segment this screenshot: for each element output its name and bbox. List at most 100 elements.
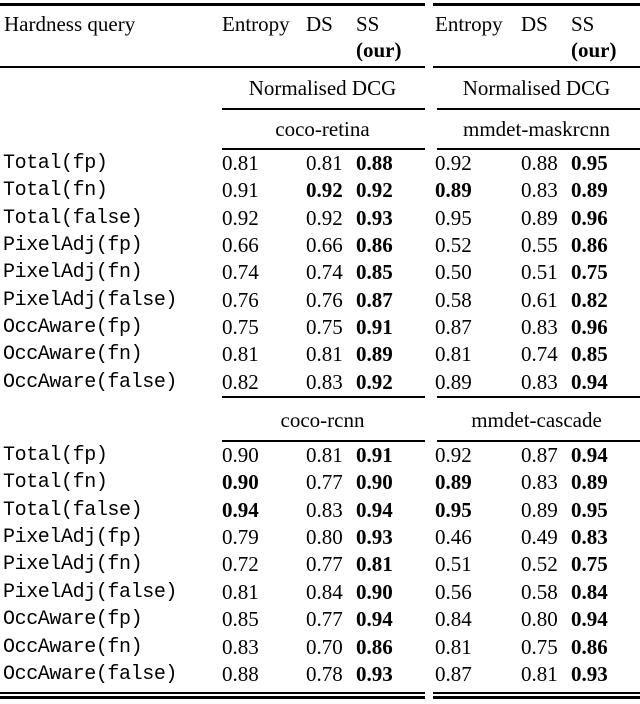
value-cell: 0.96: [571, 205, 608, 230]
value-cell: 0.83: [222, 634, 259, 659]
value-cell: 0.93: [356, 525, 393, 550]
table-row: PixelAdj(fp) 0.66 0.66 0.86 0.52 0.55 0.…: [0, 232, 640, 259]
dataset-header-row: coco-rcnn mmdet-cascade: [0, 398, 640, 440]
value-cell: 0.75: [306, 315, 343, 340]
value-cell: 0.90: [222, 443, 259, 468]
value-cell: 0.83: [521, 315, 558, 340]
column-gap: [425, 442, 433, 469]
value-cell: 0.91: [356, 443, 393, 468]
column-gap: [425, 469, 433, 496]
value-cell: 0.70: [306, 634, 343, 659]
metric-header-left: Normalised DCG: [248, 76, 397, 100]
col-header-ss-left: SS (our): [354, 11, 425, 66]
row-label: PixelAdj(false): [3, 580, 178, 604]
table-row: OccAware(fp) 0.85 0.77 0.94 0.84 0.80 0.…: [0, 606, 640, 633]
column-gap: [425, 341, 433, 368]
col-header-ds-left: DS: [306, 12, 333, 36]
value-cell: 0.79: [222, 525, 259, 550]
value-cell: 0.90: [356, 470, 393, 495]
value-cell: 0.84: [435, 607, 472, 632]
value-cell: 0.87: [521, 443, 558, 468]
value-cell: 0.90: [356, 579, 393, 604]
value-cell: 0.92: [435, 151, 472, 175]
value-cell: 0.86: [571, 634, 608, 659]
row-label: Total(fn): [3, 179, 108, 203]
column-gap: [425, 259, 433, 286]
value-cell: 0.86: [571, 233, 608, 258]
value-cell: 0.94: [571, 443, 608, 468]
value-cell: 0.49: [521, 525, 558, 550]
table-row: OccAware(false) 0.88 0.78 0.93 0.87 0.81…: [0, 661, 640, 688]
bottom-rule: [0, 692, 640, 700]
value-cell: 0.82: [571, 287, 608, 312]
value-cell: 0.92: [306, 178, 343, 203]
row-label: OccAware(fn): [3, 635, 143, 659]
section-divider-rule: [0, 396, 640, 399]
row-label: OccAware(fp): [3, 316, 143, 340]
column-gap: [425, 551, 433, 578]
value-cell: 0.95: [435, 497, 472, 522]
col-header-entropy-right: Entropy: [435, 12, 503, 36]
value-cell: 0.89: [571, 470, 608, 495]
value-cell: 0.88: [356, 151, 393, 175]
table-row: OccAware(fp) 0.75 0.75 0.91 0.87 0.83 0.…: [0, 314, 640, 341]
value-cell: 0.92: [435, 443, 472, 468]
row-label: OccAware(fp): [3, 608, 143, 632]
row-label: Total(fn): [3, 471, 108, 495]
ss-label: SS: [571, 12, 595, 36]
value-cell: 0.55: [521, 233, 558, 258]
value-cell: 0.89: [571, 178, 608, 203]
column-gap: [425, 232, 433, 259]
ss-label: SS: [356, 12, 380, 36]
value-cell: 0.77: [306, 552, 343, 577]
row-label: OccAware(fn): [3, 343, 143, 367]
row-label: PixelAdj(false): [3, 288, 178, 312]
value-cell: 0.81: [435, 634, 472, 659]
value-cell: 0.81: [222, 151, 259, 175]
value-cell: 0.87: [435, 661, 472, 686]
column-gap: [425, 369, 433, 396]
value-cell: 0.93: [356, 661, 393, 686]
table-row: OccAware(false) 0.82 0.83 0.92 0.89 0.83…: [0, 369, 640, 396]
value-cell: 0.91: [356, 315, 393, 340]
value-cell: 0.95: [435, 205, 472, 230]
table-row: OccAware(fn) 0.83 0.70 0.86 0.81 0.75 0.…: [0, 634, 640, 661]
value-cell: 0.84: [306, 579, 343, 604]
row-label: Total(false): [3, 498, 143, 522]
value-cell: 0.52: [435, 233, 472, 258]
value-cell: 0.95: [571, 151, 608, 175]
row-label: Total(fp): [3, 152, 108, 175]
value-cell: 0.81: [306, 443, 343, 468]
column-gap: [425, 150, 433, 177]
dataset-name-coco-rcnn: coco-rcnn: [280, 408, 365, 433]
table-row: Total(fn) 0.91 0.92 0.92 0.89 0.83 0.89: [0, 177, 640, 204]
value-cell: 0.94: [356, 497, 393, 522]
value-cell: 0.52: [521, 552, 558, 577]
value-cell: 0.83: [306, 369, 343, 394]
metric-header-right: Normalised DCG: [462, 76, 611, 100]
value-cell: 0.51: [435, 552, 472, 577]
column-gap: [425, 11, 433, 66]
value-cell: 0.81: [222, 579, 259, 604]
table-row: PixelAdj(false) 0.76 0.76 0.87 0.58 0.61…: [0, 287, 640, 314]
col-header-entropy-left: Entropy: [222, 12, 290, 36]
value-cell: 0.75: [521, 634, 558, 659]
row-label: PixelAdj(fn): [3, 261, 143, 285]
value-cell: 0.93: [356, 205, 393, 230]
top-rule: [0, 3, 640, 6]
table-row: Total(fp) 0.81 0.81 0.88 0.92 0.88 0.95: [0, 150, 640, 177]
value-cell: 0.84: [571, 579, 608, 604]
value-cell: 0.72: [222, 552, 259, 577]
value-cell: 0.66: [222, 233, 259, 258]
value-cell: 0.81: [306, 342, 343, 367]
row-label: PixelAdj(fp): [3, 234, 143, 258]
column-gap: [425, 524, 433, 551]
value-cell: 0.94: [571, 607, 608, 632]
value-cell: 0.61: [521, 287, 558, 312]
ss-our-label: (our): [356, 38, 402, 62]
value-cell: 0.50: [435, 260, 472, 285]
value-cell: 0.77: [306, 470, 343, 495]
value-cell: 0.66: [306, 233, 343, 258]
table-row: Total(false) 0.92 0.92 0.93 0.95 0.89 0.…: [0, 205, 640, 232]
table-row: PixelAdj(fn) 0.74 0.74 0.85 0.50 0.51 0.…: [0, 259, 640, 286]
